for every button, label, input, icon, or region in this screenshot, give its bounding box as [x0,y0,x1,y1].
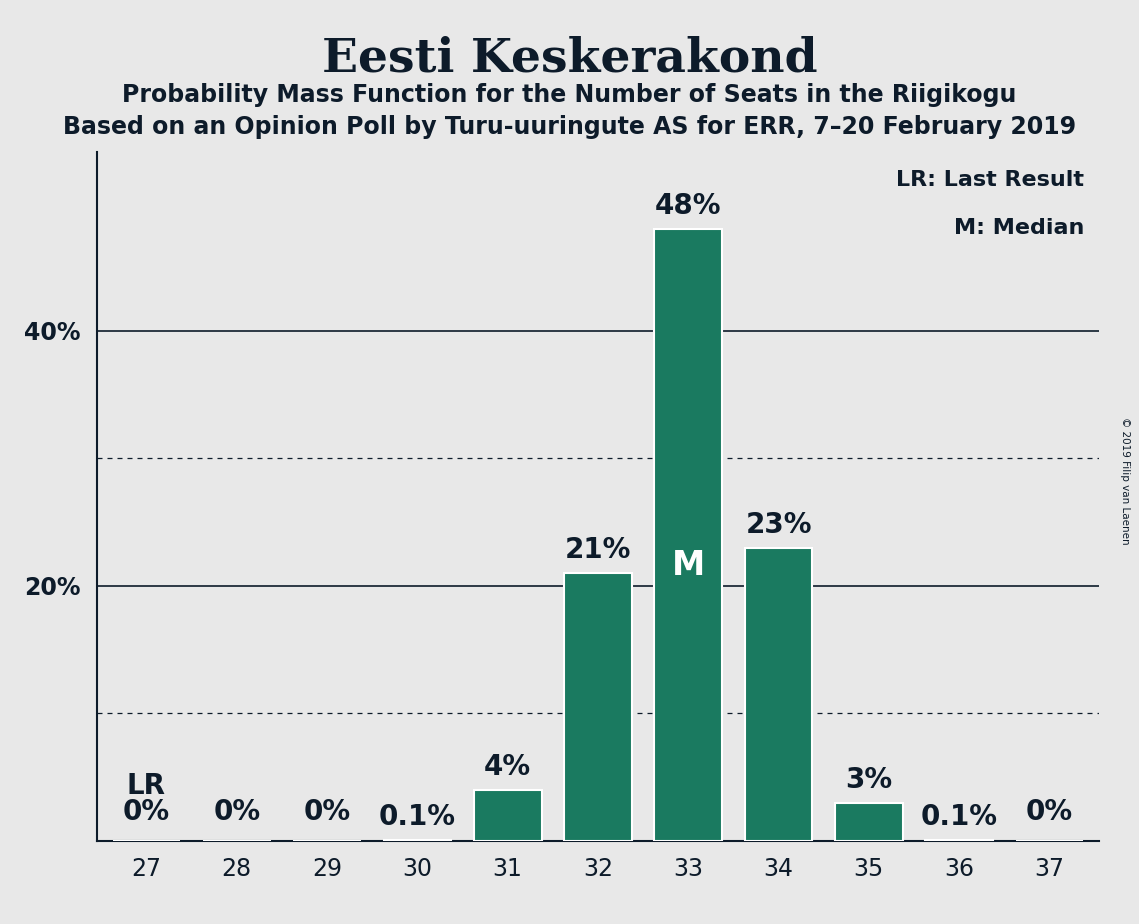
Text: 0%: 0% [1026,797,1073,825]
Text: M: M [672,549,705,582]
Bar [835,803,903,841]
Bar [474,790,541,841]
Text: 48%: 48% [655,192,721,220]
Bar [655,229,722,841]
Text: 4%: 4% [484,753,531,781]
Text: Eesti Keskerakond: Eesti Keskerakond [321,35,818,81]
Text: LR: LR [126,772,166,800]
Text: 0.1%: 0.1% [920,803,998,831]
Bar [745,548,812,841]
Text: 0%: 0% [213,797,261,825]
Text: M: Median: M: Median [953,218,1084,237]
Bar [925,840,993,841]
Text: Based on an Opinion Poll by Turu-uuringute AS for ERR, 7–20 February 2019: Based on an Opinion Poll by Turu-uuringu… [63,115,1076,139]
Text: LR: Last Result: LR: Last Result [896,170,1084,189]
Text: © 2019 Filip van Laenen: © 2019 Filip van Laenen [1121,417,1130,544]
Text: 3%: 3% [845,766,893,794]
Text: 0%: 0% [123,797,170,825]
Bar [384,840,451,841]
Bar [564,573,632,841]
Text: 21%: 21% [565,536,631,565]
Text: Probability Mass Function for the Number of Seats in the Riigikogu: Probability Mass Function for the Number… [122,83,1017,107]
Text: 0%: 0% [303,797,351,825]
Text: 23%: 23% [745,511,812,539]
Text: 0.1%: 0.1% [379,803,456,831]
